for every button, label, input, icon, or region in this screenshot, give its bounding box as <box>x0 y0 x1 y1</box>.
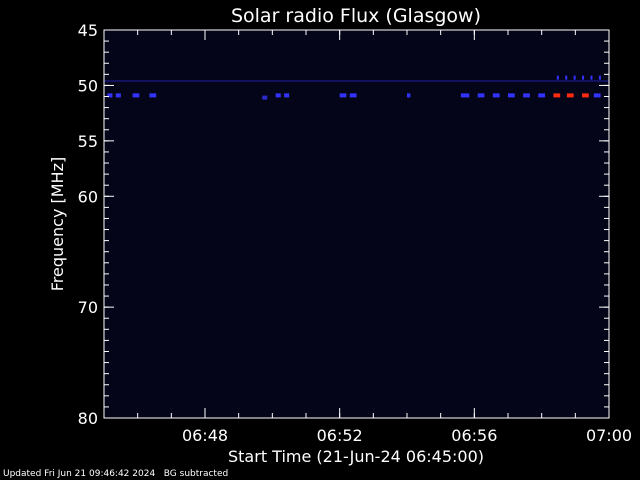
emission-mark-medium <box>115 93 121 98</box>
emission-mark-medium <box>339 93 347 98</box>
y-tick-label: 60 <box>78 187 98 206</box>
emission-mark-low <box>262 95 268 100</box>
footer-status: Updated Fri Jun 21 09:46:42 2024 BG subt… <box>3 469 228 479</box>
emission-mark-high <box>582 93 589 98</box>
emission-mark-medium <box>477 93 485 98</box>
chart-title: Solar radio Flux (Glasgow) <box>231 5 481 27</box>
x-axis-label: Start Time (21-Jun-24 06:45:00) <box>228 447 484 466</box>
emission-mark-medium <box>349 93 357 98</box>
axis-ticks: 06:48 06:52 06:56 07:00 45 50 55 60 70 80 <box>78 21 632 445</box>
emission-mark-high <box>553 93 561 98</box>
bg-subtracted-note: BG subtracted <box>163 469 229 479</box>
emission-mark-medium <box>460 93 470 98</box>
updated-timestamp: Updated Fri Jun 21 09:46:42 2024 <box>3 469 156 479</box>
emission-mark-medium <box>275 93 281 98</box>
emission-mark-medium <box>598 75 601 80</box>
emission-marks <box>104 75 609 100</box>
x-tick-label: 06:56 <box>451 426 497 445</box>
emission-mark-medium <box>590 75 593 80</box>
emission-mark-medium <box>523 93 530 98</box>
emission-mark-medium <box>107 93 113 98</box>
y-axis-label: Frequency [MHz] <box>48 157 67 291</box>
emission-mark-medium <box>492 93 500 98</box>
emission-mark-medium <box>508 93 515 98</box>
x-tick-label: 06:52 <box>317 426 363 445</box>
emission-mark-medium <box>565 75 568 80</box>
emission-mark-high <box>566 93 574 98</box>
emission-mark-medium <box>593 93 601 98</box>
emission-mark-medium <box>573 75 576 80</box>
emission-mark-medium <box>407 93 411 98</box>
x-tick-label: 06:48 <box>182 426 228 445</box>
x-tick-label: 07:00 <box>586 426 632 445</box>
plot-frame <box>103 29 610 419</box>
emission-mark-medium <box>284 93 290 98</box>
y-tick-label: 50 <box>78 76 98 95</box>
emission-mark-medium <box>538 93 546 98</box>
emission-mark-medium <box>132 93 140 98</box>
y-tick-label: 70 <box>78 298 98 317</box>
emission-mark-medium <box>149 93 157 98</box>
y-tick-label: 80 <box>78 409 98 428</box>
plot-area <box>104 30 609 418</box>
y-tick-label: 45 <box>78 21 98 40</box>
y-tick-label: 55 <box>78 132 98 151</box>
emission-mark-medium <box>556 75 559 80</box>
emission-mark-faint <box>104 79 609 82</box>
emission-mark-medium <box>582 75 585 80</box>
